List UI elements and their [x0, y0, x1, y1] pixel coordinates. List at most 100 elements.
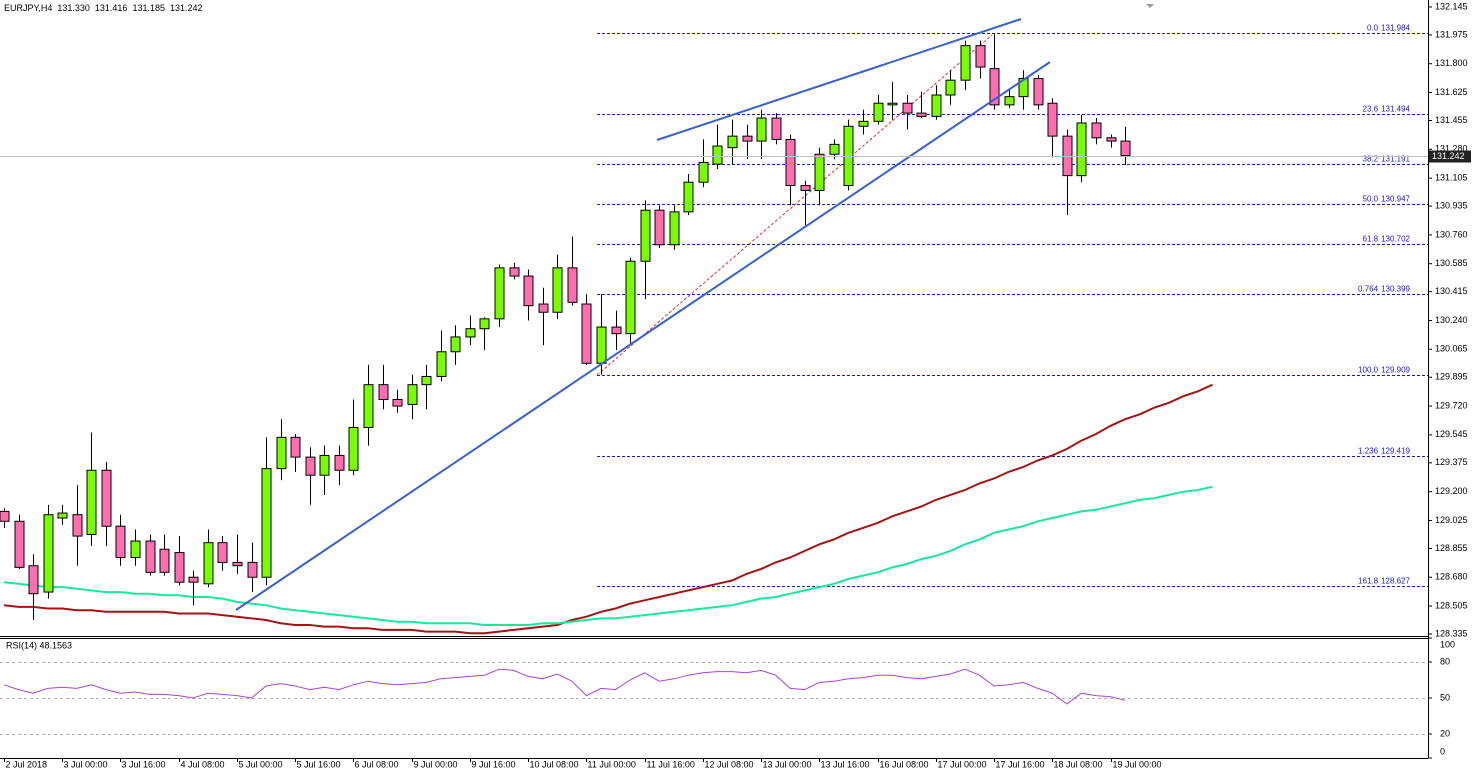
- candle-body: [290, 436, 301, 458]
- fib-price: 129.909: [1381, 366, 1410, 375]
- candle-body: [800, 185, 811, 191]
- candle-body: [771, 117, 782, 140]
- x-tick-label: 4 Jul 08:00: [181, 759, 225, 769]
- candle-body: [232, 561, 243, 567]
- rsi-panel: [0, 662, 1428, 735]
- y-tick-label: 130.585: [1435, 258, 1468, 268]
- fib-ratio: 50.0: [1363, 195, 1379, 204]
- chart-title: EURJPY,H4 131.330 131.416 131.185 131.242: [4, 3, 203, 13]
- candle-body: [101, 469, 112, 527]
- candle-body: [1047, 102, 1058, 137]
- candle-body: [130, 540, 141, 558]
- candle-body: [523, 275, 534, 307]
- fib-ratio: 61.8: [1363, 235, 1379, 244]
- x-tick-label: 13 Jul 00:00: [763, 759, 812, 769]
- candle-body: [494, 267, 505, 320]
- y-tick-label: 131.455: [1435, 115, 1468, 125]
- candle-body: [756, 117, 767, 142]
- moving-average: [3, 383, 1213, 635]
- fib-price: 128.627: [1381, 577, 1410, 586]
- y-tick-label: 129.720: [1435, 400, 1468, 410]
- y-tick-label: 20: [1440, 728, 1450, 738]
- x-tick-label: 3 Jul 00:00: [64, 759, 108, 769]
- candle-body: [509, 267, 520, 277]
- candle-body: [814, 153, 825, 191]
- fib-ratio: 23.6: [1363, 105, 1379, 114]
- symbol: EURJPY,H4: [4, 3, 52, 13]
- y-tick-label: 131.975: [1435, 29, 1468, 39]
- candle-body: [742, 135, 753, 142]
- candle-body: [596, 326, 607, 364]
- candle-body: [916, 112, 927, 117]
- candle-body: [887, 102, 898, 106]
- quote-value: 131.242: [170, 3, 203, 13]
- fib-anchor-line: [596, 34, 993, 376]
- x-tick-label: 19 Jul 00:00: [1113, 759, 1162, 769]
- fib-price: 130.702: [1381, 235, 1410, 244]
- x-tick-label: 5 Jul 16:00: [297, 759, 341, 769]
- candle-body: [159, 548, 170, 573]
- candle-body: [669, 211, 680, 246]
- candle-body: [72, 514, 83, 537]
- fib-label: 161.8 128.627: [1358, 577, 1411, 586]
- candle-body: [319, 454, 330, 476]
- candle-body: [538, 303, 549, 313]
- candle-body: [873, 102, 884, 122]
- x-tick-label: 11 Jul 16:00: [647, 759, 695, 769]
- candle-body: [640, 209, 651, 262]
- x-tick-label: 13 Jul 16:00: [821, 759, 870, 769]
- candle-body: [567, 267, 578, 303]
- current-price-box: [1429, 150, 1471, 163]
- fib-price: 131.984: [1381, 24, 1410, 33]
- fib-price: 129.419: [1381, 447, 1410, 456]
- y-tick-label: 130.415: [1435, 286, 1468, 296]
- fib-price: 131.191: [1381, 155, 1410, 164]
- fib-label: 100.0 129.909: [1358, 366, 1411, 375]
- fib-price: 130.399: [1381, 285, 1410, 294]
- x-tick-label: 17 Jul 00:00: [938, 759, 987, 769]
- candle-body: [698, 161, 709, 183]
- y-tick-label: 130.935: [1435, 200, 1468, 210]
- candle-body: [1018, 78, 1029, 98]
- candle-body: [1033, 78, 1044, 106]
- candle-body: [785, 138, 796, 187]
- candle-body: [247, 561, 258, 578]
- y-tick-label: 129.545: [1435, 429, 1468, 439]
- fib-ratio: 100.0: [1358, 366, 1379, 375]
- moving-averages: [3, 383, 1213, 635]
- candle-body: [261, 468, 272, 578]
- candle-body: [727, 135, 738, 149]
- x-tick-label: 16 Jul 08:00: [880, 759, 929, 769]
- axes: 132.145 131.975 131.800 131.625 131.455 131.2…: [4, 1, 1471, 769]
- candle-body: [975, 45, 986, 68]
- candle-body: [1004, 96, 1015, 106]
- rsi-line: [3, 668, 1126, 705]
- candle-body: [436, 351, 447, 377]
- y-tick-label: 0: [1440, 746, 1445, 756]
- x-tick-label: 6 Jul 08:00: [355, 759, 399, 769]
- candles: [0, 34, 1131, 621]
- candle-body: [1106, 137, 1117, 142]
- candle-body: [348, 426, 359, 471]
- fib-ratio: 0.0: [1367, 24, 1379, 33]
- current-price-label: 131.242: [1432, 151, 1465, 161]
- candle-body: [363, 384, 374, 428]
- y-tick-label: 130.065: [1435, 344, 1468, 354]
- candle-body: [0, 510, 10, 522]
- y-tick-label: 129.375: [1435, 457, 1468, 467]
- y-tick-label: 80: [1440, 656, 1450, 666]
- candle-body: [407, 384, 418, 405]
- x-tick-label: 12 Jul 08:00: [705, 759, 754, 769]
- y-tick-label: 130.760: [1435, 229, 1468, 239]
- y-tick-label: 128.335: [1435, 628, 1468, 638]
- fib-price: 130.947: [1381, 195, 1410, 204]
- candle-body: [115, 525, 126, 558]
- candle-body: [145, 540, 156, 573]
- candle-body: [203, 542, 214, 585]
- y-tick-label: 128.680: [1435, 572, 1468, 582]
- x-tick-label: 17 Jul 16:00: [996, 759, 1045, 769]
- fib-label: 0.764 130.399: [1358, 285, 1411, 294]
